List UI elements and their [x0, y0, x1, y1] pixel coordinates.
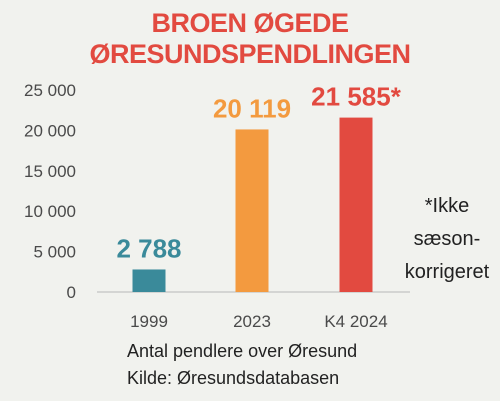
bar: [132, 269, 166, 292]
note-line-2: sæson-: [414, 228, 481, 250]
x-tick-label: 2023: [233, 312, 271, 331]
y-tick-label: 15 000: [24, 162, 76, 181]
bar: [235, 129, 269, 292]
bars: [132, 117, 373, 292]
x-axis-ticks: 1999 2023 K4 2024: [130, 312, 388, 331]
x-tick-label: K4 2024: [324, 312, 387, 331]
footer-line-2: Kilde: Øresundsdatabasen: [127, 368, 339, 388]
data-label: 21 585*: [311, 82, 402, 112]
data-label: 2 788: [116, 233, 181, 263]
footer-line-1: Antal pendlere over Øresund: [127, 341, 357, 361]
data-label: 20 119: [213, 93, 291, 123]
data-labels: 2 788 20 119 21 585*: [116, 82, 401, 264]
bar: [339, 117, 373, 292]
y-tick-label: 5 000: [33, 243, 76, 262]
chart-title: BROEN ØGEDE ØRESUNDSPENDLINGEN: [89, 8, 411, 69]
y-tick-label: 20 000: [24, 121, 76, 140]
y-axis-ticks: 0 5 000 10 000 15 000 20 000 25 000: [24, 81, 76, 302]
y-tick-label: 25 000: [24, 81, 76, 100]
note-line-3: korrigeret: [405, 261, 490, 283]
note-line-1: *Ikke: [425, 195, 469, 217]
y-tick-label: 0: [67, 283, 76, 302]
y-tick-label: 10 000: [24, 202, 76, 221]
x-tick-label: 1999: [130, 312, 168, 331]
